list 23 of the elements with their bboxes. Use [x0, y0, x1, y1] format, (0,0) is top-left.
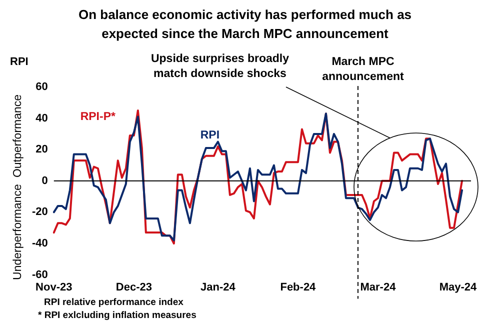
x-tick-label: Nov-23	[36, 281, 72, 294]
y-tick-label: 20	[36, 144, 48, 156]
y-tick-label: 40	[36, 112, 48, 124]
text: Underperformance	[12, 184, 24, 280]
series-label: RPI	[200, 130, 220, 142]
text: March MPC announcement	[321, 55, 405, 85]
x-tick-label: Mar-24	[360, 281, 397, 294]
y-tick-label: 0	[42, 174, 48, 187]
y-tick-label: -20	[32, 206, 48, 218]
y-tick-label: -40	[32, 238, 48, 250]
y-tick-label: -60	[32, 268, 48, 281]
x-tick-label: Jan-24	[200, 281, 236, 294]
x-tick-label: Feb-24	[280, 281, 317, 294]
x-tick-label: May-24	[439, 281, 478, 294]
text: RPI relative performance index	[44, 297, 184, 308]
text: * RPI exlcluding inflation measures	[38, 310, 196, 321]
series-label: RPI-P*	[80, 110, 116, 123]
x-tick-label: Dec-23	[116, 281, 152, 294]
text: Outperformance	[12, 94, 24, 178]
y-axis-title: RPI	[10, 56, 28, 68]
y-tick-label: 60	[36, 81, 48, 94]
chart-title: On balance economic activity has performed much as expected since the March MPC announcement	[77, 6, 413, 43]
text: Upside surprises broadly match downside shocks	[150, 52, 290, 82]
